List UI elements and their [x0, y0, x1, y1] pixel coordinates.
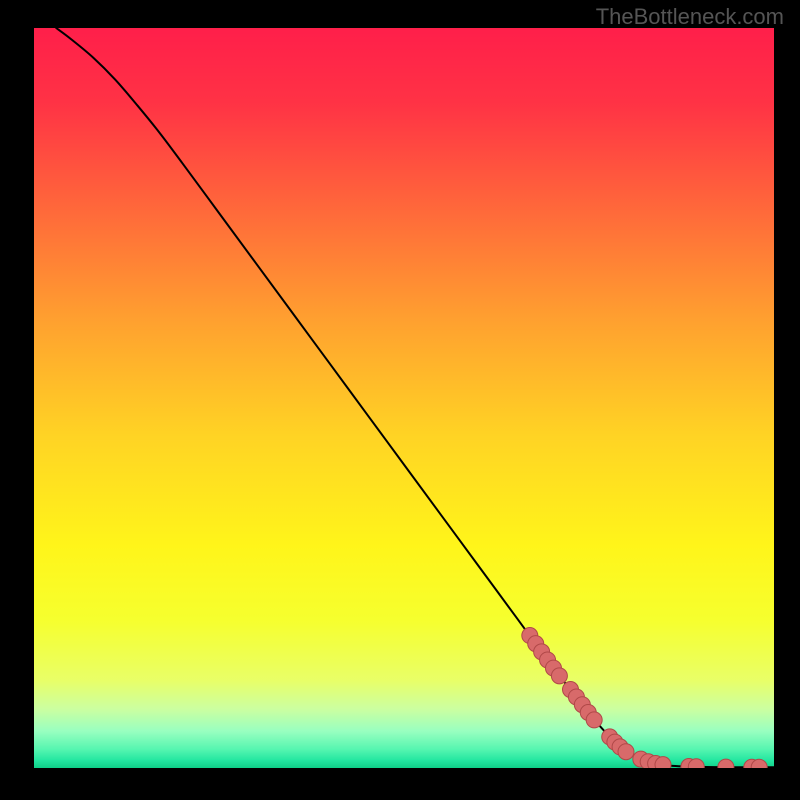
data-marker [618, 744, 634, 760]
data-marker [551, 668, 567, 684]
attribution-text: TheBottleneck.com [596, 4, 784, 30]
data-marker [655, 757, 671, 768]
plot-background [34, 28, 774, 768]
chart-frame: TheBottleneck.com [0, 0, 800, 800]
plot-area [34, 28, 774, 768]
data-marker [586, 712, 602, 728]
plot-svg [34, 28, 774, 768]
